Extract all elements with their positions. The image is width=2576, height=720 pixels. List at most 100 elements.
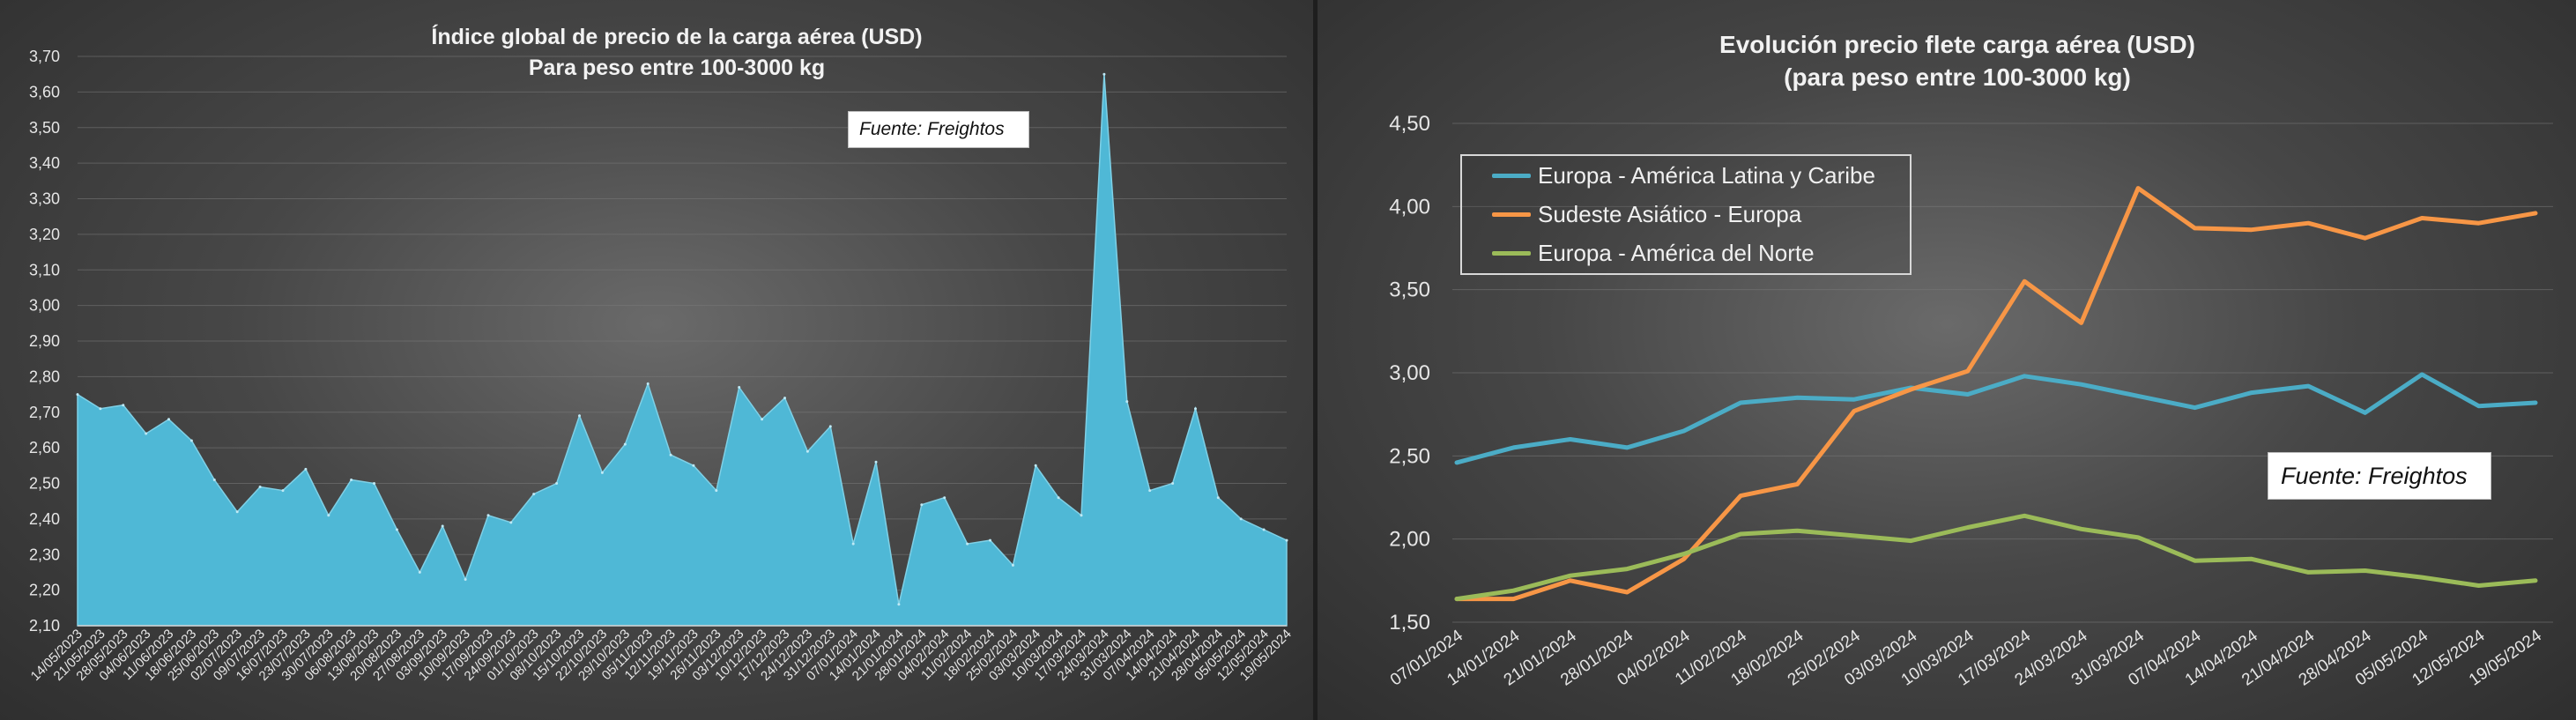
legend-item: Europa - América del Norte [1462, 234, 1910, 272]
data-point [692, 464, 695, 467]
data-point [486, 514, 490, 517]
legend-label: Europa - América Latina y Caribe [1538, 161, 1875, 189]
y-tick-label: 2,30 [29, 546, 60, 563]
data-point [761, 418, 764, 421]
area-chart-svg: Índice global de precio de la carga aére… [28, 24, 1295, 684]
data-point [1148, 489, 1152, 493]
area-series [77, 74, 1288, 627]
data-point [395, 528, 398, 531]
data-point [897, 603, 901, 606]
data-point [874, 460, 878, 464]
line-series [1454, 372, 2538, 465]
line-chart-svg: Evolución precio flete carga aérea (USD)… [1387, 31, 2553, 690]
data-point [646, 382, 650, 385]
data-point [828, 425, 832, 428]
y-tick-label: 2,60 [29, 439, 60, 456]
data-point [1194, 407, 1197, 411]
chart-title: Índice global de precio de la carga aére… [431, 24, 922, 49]
legend-swatch [1492, 173, 1531, 178]
data-point [350, 479, 353, 481]
source-note: Fuente: Freightos [2268, 452, 2491, 500]
data-point [76, 393, 79, 397]
chart-subtitle: (para peso entre 100-3000 kg) [1784, 63, 2131, 91]
data-point [738, 386, 741, 389]
data-point [1102, 72, 1106, 76]
data-point [99, 407, 102, 411]
data-point [373, 482, 375, 485]
legend-item: Sudeste Asiático - Europa [1462, 195, 1910, 234]
legend-swatch [1492, 250, 1531, 256]
data-point [122, 404, 125, 407]
data-point [509, 521, 513, 524]
y-tick-label: 3,00 [29, 297, 60, 315]
data-point [943, 496, 947, 500]
air-freight-evolution-chart: Evolución precio flete carga aérea (USD)… [1318, 0, 2576, 720]
data-point [418, 570, 421, 574]
legend-item: Europa - América Latina y Caribe [1462, 156, 1910, 195]
data-point [1011, 563, 1014, 567]
y-tick-label: 3,50 [1389, 278, 1430, 302]
data-point [1262, 528, 1266, 531]
legend-label: Europa - América del Norte [1538, 239, 1815, 266]
data-point [715, 489, 718, 493]
y-tick-label: 4,50 [1389, 112, 1430, 136]
y-tick-label: 3,40 [29, 154, 60, 172]
y-tick-label: 2,10 [29, 617, 60, 635]
data-point [235, 510, 239, 514]
y-tick-label: 2,00 [1389, 528, 1430, 552]
y-tick-label: 3,50 [29, 119, 60, 137]
data-point [1216, 496, 1220, 500]
data-point [966, 542, 969, 546]
y-tick-label: 3,00 [1389, 361, 1430, 385]
data-point [145, 432, 148, 435]
data-point [304, 467, 308, 471]
y-tick-label: 3,70 [29, 48, 60, 65]
data-point [600, 471, 604, 474]
y-tick-label: 2,70 [29, 404, 60, 421]
y-tick-label: 1,50 [1389, 611, 1430, 635]
data-point [167, 418, 170, 421]
data-point [464, 578, 467, 581]
data-point [783, 397, 786, 400]
data-point [851, 542, 855, 546]
data-point [805, 449, 809, 453]
data-point [281, 489, 285, 493]
y-tick-label: 2,20 [29, 582, 60, 599]
source-note: Fuente: Freightos [848, 111, 1029, 148]
data-point [212, 479, 216, 481]
y-tick-label: 3,30 [29, 190, 60, 208]
data-point [920, 503, 924, 507]
y-tick-label: 2,90 [29, 332, 60, 350]
data-point [532, 493, 536, 496]
panel-divider [1313, 0, 1318, 720]
data-point [1125, 400, 1129, 404]
chart-subtitle: Para peso entre 100-3000 kg [529, 56, 825, 80]
data-point [1080, 514, 1083, 517]
data-point [1057, 496, 1060, 500]
y-tick-label: 3,10 [29, 261, 60, 278]
data-point [1239, 517, 1243, 521]
line-series [1454, 186, 2538, 602]
data-point [1285, 538, 1288, 542]
y-tick-label: 2,50 [1389, 444, 1430, 468]
chart-legend: Europa - América Latina y Caribe Sudeste… [1460, 154, 1912, 275]
y-tick-label: 2,50 [29, 475, 60, 493]
data-point [441, 524, 444, 528]
y-tick-label: 4,00 [1389, 195, 1430, 219]
legend-swatch [1492, 212, 1531, 217]
data-point [578, 414, 581, 418]
data-point [189, 439, 193, 442]
data-point [669, 453, 672, 456]
legend-label: Sudeste Asiático - Europa [1538, 200, 1802, 227]
y-tick-label: 3,60 [29, 83, 60, 100]
data-point [1171, 482, 1175, 485]
y-tick-label: 2,80 [29, 367, 60, 385]
line-series [1454, 513, 2538, 602]
data-point [989, 538, 991, 542]
y-tick-label: 2,40 [29, 510, 60, 528]
data-point [555, 482, 559, 485]
global-price-index-chart: Índice global de precio de la carga aére… [0, 0, 1313, 720]
data-point [1034, 464, 1037, 467]
data-point [327, 514, 330, 517]
data-point [623, 442, 627, 446]
